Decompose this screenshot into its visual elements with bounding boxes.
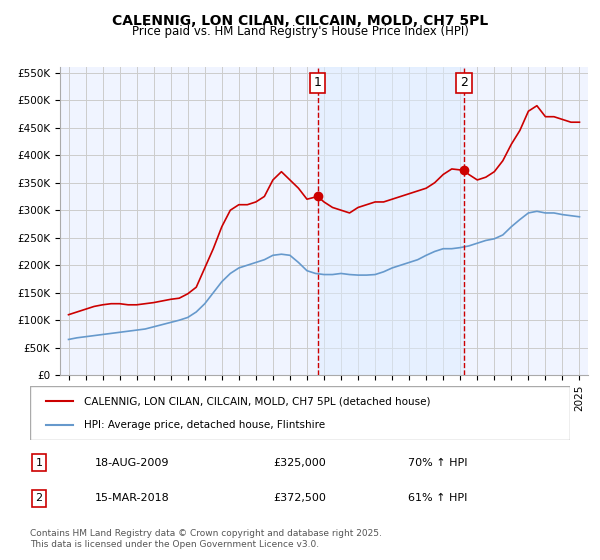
Bar: [317, 67, 464, 375]
Text: £372,500: £372,500: [273, 493, 326, 503]
Text: 70% ↑ HPI: 70% ↑ HPI: [408, 458, 467, 468]
FancyBboxPatch shape: [30, 386, 570, 440]
Text: 15-MAR-2018: 15-MAR-2018: [95, 493, 170, 503]
Text: CALENNIG, LON CILAN, CILCAIN, MOLD, CH7 5PL: CALENNIG, LON CILAN, CILCAIN, MOLD, CH7 …: [112, 14, 488, 28]
Text: Price paid vs. HM Land Registry's House Price Index (HPI): Price paid vs. HM Land Registry's House …: [131, 25, 469, 38]
Text: 18-AUG-2009: 18-AUG-2009: [95, 458, 169, 468]
Text: Contains HM Land Registry data © Crown copyright and database right 2025.
This d: Contains HM Land Registry data © Crown c…: [30, 529, 382, 549]
Text: £325,000: £325,000: [273, 458, 326, 468]
Text: 61% ↑ HPI: 61% ↑ HPI: [408, 493, 467, 503]
Text: 1: 1: [35, 458, 43, 468]
Text: HPI: Average price, detached house, Flintshire: HPI: Average price, detached house, Flin…: [84, 419, 325, 430]
Text: 2: 2: [35, 493, 43, 503]
Text: CALENNIG, LON CILAN, CILCAIN, MOLD, CH7 5PL (detached house): CALENNIG, LON CILAN, CILCAIN, MOLD, CH7 …: [84, 396, 431, 407]
Text: 1: 1: [314, 76, 322, 90]
Text: 2: 2: [460, 76, 468, 90]
